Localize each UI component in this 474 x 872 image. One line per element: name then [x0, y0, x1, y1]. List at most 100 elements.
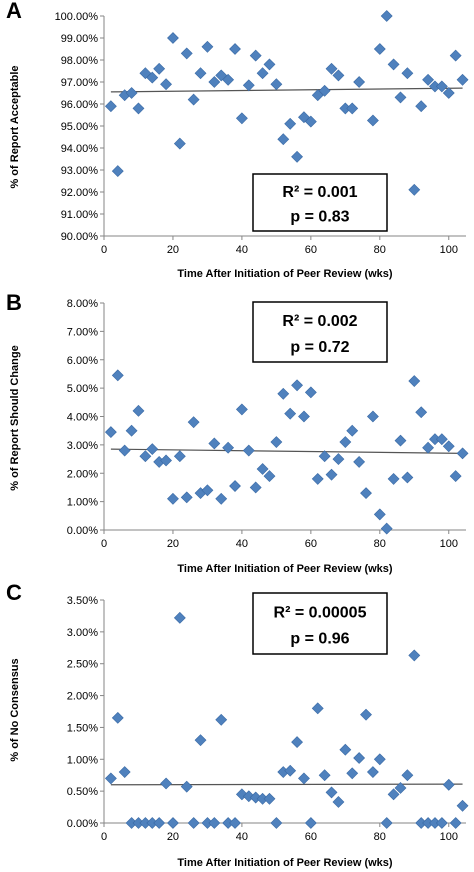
data-point — [180, 47, 193, 60]
data-point — [346, 767, 359, 780]
data-point — [422, 73, 435, 86]
data-point — [360, 708, 372, 721]
data-point — [442, 440, 455, 453]
data-point — [298, 410, 310, 423]
y-tick-label: 1.00% — [67, 754, 98, 766]
y-tick-label: 3.00% — [67, 627, 98, 639]
x-tick-label: 20 — [167, 244, 179, 256]
data-point — [442, 778, 455, 791]
data-point — [187, 93, 200, 106]
data-point — [318, 769, 331, 782]
data-point — [263, 470, 276, 483]
y-tick-label: 0.00% — [67, 525, 98, 537]
data-point — [360, 487, 372, 500]
data-point — [435, 433, 448, 446]
trend-line — [110, 87, 463, 93]
data-point — [132, 102, 145, 115]
data-point — [304, 115, 317, 128]
y-axis-title: % of No Consensus — [9, 658, 21, 761]
data-point — [194, 734, 207, 747]
data-point — [449, 817, 462, 829]
data-point — [284, 764, 297, 777]
x-tick-label: 0 — [101, 538, 107, 550]
data-point — [229, 480, 241, 492]
data-point — [366, 410, 379, 423]
data-point — [291, 379, 303, 392]
data-point — [229, 817, 241, 829]
data-point — [366, 114, 379, 127]
y-tick-label: 4.00% — [67, 412, 98, 424]
data-point — [401, 67, 414, 80]
data-point — [401, 769, 414, 782]
chart-a: A 90.00% 91.00% 92.00% 93.00% 94.00% 95.00% 96.… — [6, 0, 469, 280]
data-point — [291, 150, 303, 163]
x-tick-label: 80 — [374, 831, 386, 843]
stats-box — [252, 301, 388, 363]
data-point — [167, 492, 179, 505]
data-point — [332, 69, 345, 82]
x-tick-label: 100 — [440, 538, 458, 550]
r-squared-label: R² = 0.00005 — [274, 604, 367, 621]
chart-c: C 0.00% 0.50% 1.00% 1.50% 2.00% 2.50% 3.00% 3.50… — [6, 582, 469, 869]
data-point — [160, 78, 172, 91]
y-tick-label: 98.00% — [61, 55, 99, 67]
x-tick-label: 40 — [236, 244, 248, 256]
data-point — [408, 375, 421, 387]
data-point — [387, 58, 400, 71]
y-axis-title: % of Report Acceptable — [9, 65, 21, 188]
x-tick-label: 100 — [440, 831, 458, 843]
y-tick-label: 2.00% — [67, 691, 98, 703]
x-tick-label: 100 — [440, 244, 458, 256]
data-point — [256, 67, 269, 80]
data-point — [394, 434, 407, 447]
data-point — [125, 87, 138, 99]
data-point — [394, 782, 407, 794]
data-point — [311, 473, 324, 485]
y-tick-label: 1.50% — [67, 722, 98, 734]
data-point — [291, 736, 303, 749]
data-point — [346, 102, 359, 115]
data-point — [304, 817, 317, 829]
data-point — [118, 444, 131, 457]
data-point — [104, 100, 117, 113]
y-tick-label: 100.00% — [55, 11, 99, 23]
data-point — [208, 817, 221, 829]
data-point — [160, 777, 172, 790]
data-point — [249, 49, 262, 62]
data-point — [229, 43, 241, 55]
data-point — [263, 58, 276, 71]
data-point — [277, 133, 290, 146]
data-point — [167, 32, 179, 44]
data-point — [146, 443, 159, 456]
x-tick-label: 80 — [374, 244, 386, 256]
data-point — [442, 87, 455, 99]
data-point — [332, 796, 345, 808]
data-point — [401, 471, 414, 484]
y-tick-label: 95.00% — [61, 121, 99, 133]
data-point — [449, 49, 462, 62]
y-tick-label: 6.00% — [67, 355, 98, 367]
data-point — [339, 743, 352, 756]
panel-letter: B — [6, 292, 22, 315]
data-point — [235, 403, 248, 416]
data-point — [353, 455, 366, 468]
y-tick-label: 3.50% — [67, 595, 98, 607]
data-point — [173, 137, 186, 150]
data-point — [346, 424, 359, 437]
x-tick-label: 40 — [236, 538, 248, 550]
x-tick-label: 60 — [305, 538, 317, 550]
panel-c: C 0.00% 0.50% 1.00% 1.50% 2.00% 2.50% 3.00% 3.50… — [0, 582, 474, 872]
data-point — [277, 387, 290, 400]
data-point — [325, 62, 338, 75]
data-point — [215, 492, 228, 505]
p-value-label: p = 0.96 — [290, 631, 349, 648]
x-tick-label: 40 — [236, 831, 248, 843]
data-point — [373, 508, 386, 521]
data-point — [249, 791, 262, 804]
x-tick-label: 60 — [305, 244, 317, 256]
data-point — [153, 62, 166, 75]
panel-b: B 0.00% 1.00% 2.00% 3.00% 4.00% 5.00% 6.00% 7.00… — [0, 292, 474, 582]
data-point — [284, 407, 297, 420]
data-point — [304, 386, 317, 399]
data-point — [111, 369, 124, 382]
